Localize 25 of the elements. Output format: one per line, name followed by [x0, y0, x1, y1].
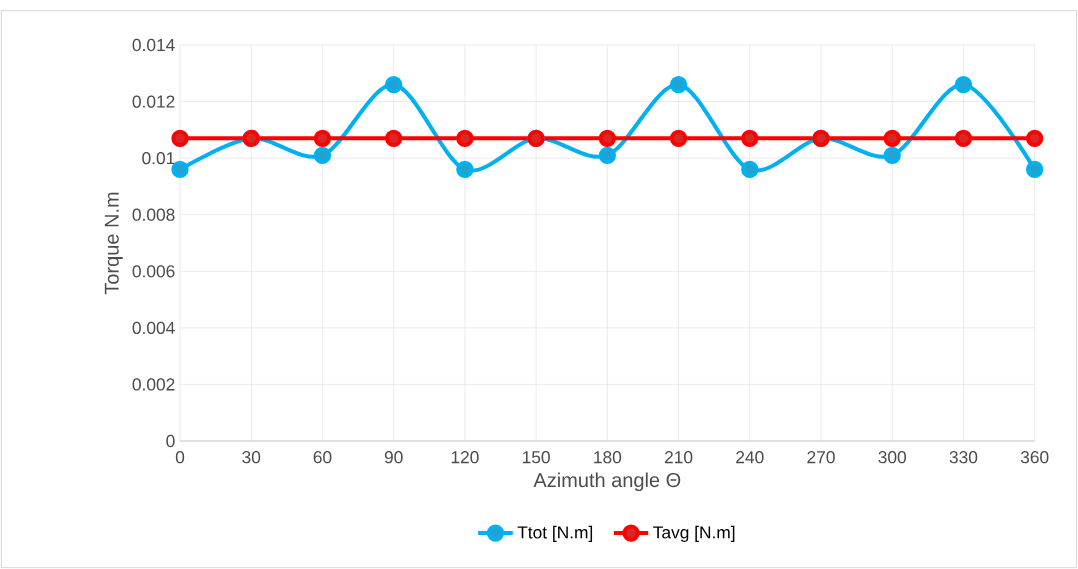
- x-tick-label: 210: [664, 451, 693, 464]
- x-tick-label: 120: [451, 451, 479, 464]
- x-tick-label: 270: [807, 451, 835, 464]
- y-tick-label: 0: [166, 434, 175, 448]
- y-axis-title: Torque N.m: [104, 192, 123, 295]
- legend-label: Ttot [N.m]: [517, 525, 593, 542]
- x-tick-label: 90: [384, 451, 403, 464]
- y-tick-label: 0.014: [132, 38, 175, 52]
- x-tick-label: 240: [736, 451, 764, 464]
- x-tick-label: 150: [522, 451, 550, 464]
- legend-label: Tavg [N.m]: [653, 525, 735, 542]
- y-tick-label: 0.01: [142, 152, 175, 165]
- y-tick-label: 0.008: [132, 208, 175, 221]
- x-tick-label: 330: [949, 451, 978, 464]
- x-axis-title: Azimuth angle Θ: [533, 472, 681, 492]
- x-tick-label: 0: [175, 451, 185, 464]
- y-tick-label: 0.006: [132, 265, 175, 278]
- x-tick-label: 300: [878, 451, 907, 464]
- y-tick-label: 0.012: [132, 95, 175, 108]
- x-tick-label: 30: [242, 451, 261, 464]
- y-tick-label: 0.002: [132, 378, 175, 391]
- x-tick-label: 360: [1020, 451, 1049, 464]
- x-tick-label: 60: [313, 451, 332, 464]
- y-tick-label: 0.004: [132, 321, 175, 334]
- x-tick-label: 180: [594, 451, 622, 464]
